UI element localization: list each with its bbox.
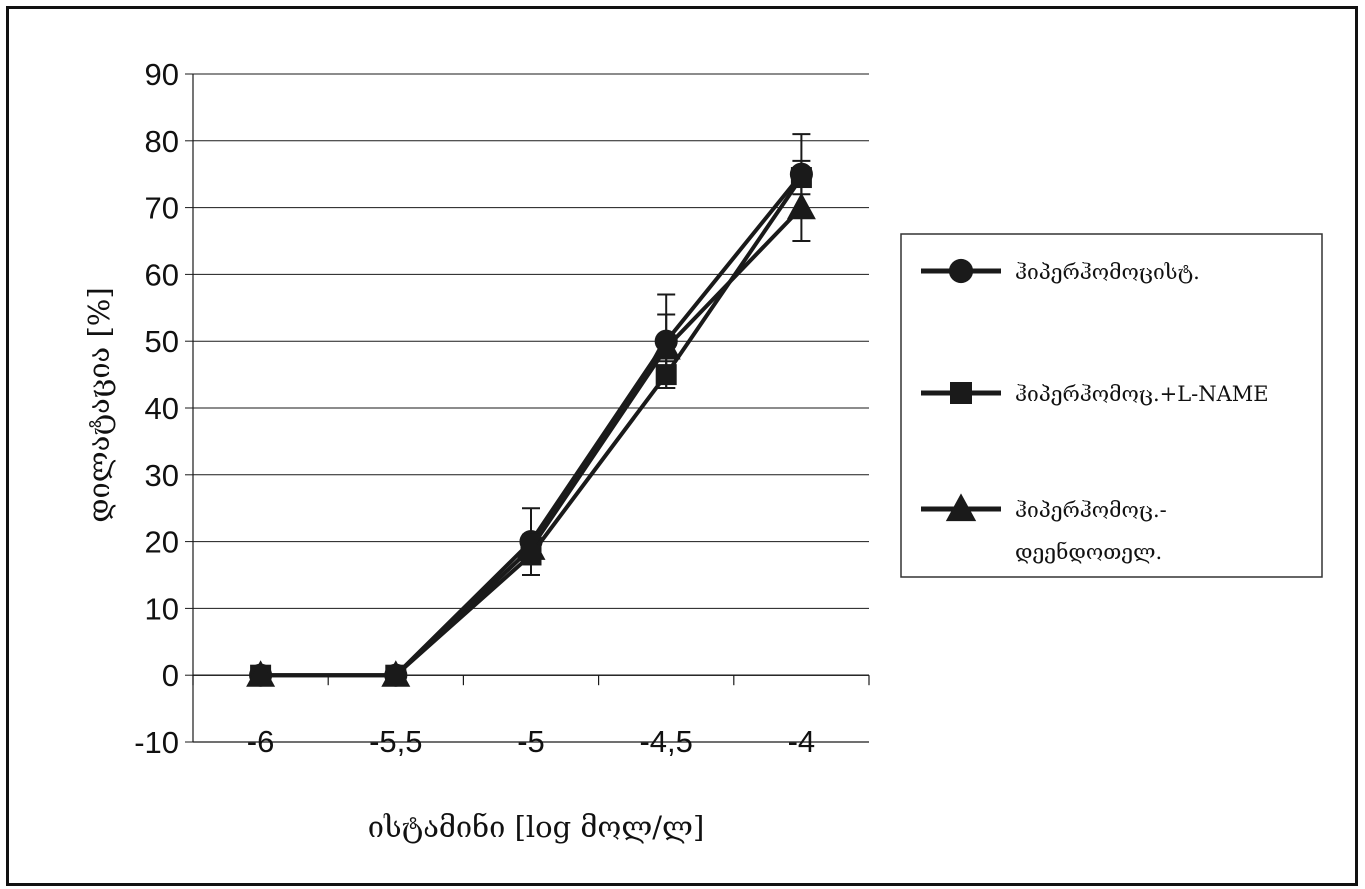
y-tick-label: 80 [145, 124, 179, 159]
y-tick-label: 10 [145, 591, 179, 626]
series-line [260, 176, 804, 678]
series-line [260, 206, 803, 678]
x-tick-label: -5,5 [369, 724, 422, 759]
legend-marker-square [950, 382, 972, 404]
y-tick-label: -10 [134, 725, 179, 760]
series-circle [249, 133, 813, 687]
data-point-triangle [516, 533, 546, 560]
line-chart: -10 0 10 20 30 40 50 60 70 80 90 -6 -5,5 -5 -4,5 -4 დილ… [82, 57, 1323, 844]
legend-marker-circle [948, 258, 974, 284]
x-tick-label: -4,5 [639, 724, 692, 759]
x-tick-label: -6 [247, 724, 275, 759]
data-point-triangle [651, 332, 681, 360]
y-tick-label: 60 [145, 257, 179, 292]
y-tick-label: 40 [145, 391, 179, 426]
legend-label: ჰიპერჰომოც.+L-NAME [1015, 382, 1269, 406]
legend-items: ჰიპერჰომოცისტ. ჰიპერჰომოც.+L-NAME ჰიპერჰომ… [921, 258, 1269, 564]
series-triangle [246, 173, 816, 687]
data-point-triangle [786, 192, 816, 220]
y-tick-label: 90 [145, 57, 179, 92]
x-tick-label: -4 [788, 724, 816, 759]
legend-label: ჰიპერჰომოც.- [1015, 498, 1167, 522]
y-axis-title: დილატაცია [%] [82, 287, 116, 522]
axes: -10 0 10 20 30 40 50 60 70 80 90 -6 -5,5 -5 -4,5 -4 [134, 57, 870, 760]
grid-lines [193, 73, 869, 676]
x-axis-title: ისტამინი [log მოლ/ლ] [368, 810, 705, 844]
y-tick-label: 20 [145, 525, 179, 560]
legend: ჰიპერჰომოცისტ. ჰიპერჰომოც.+L-NAME ჰიპერჰომ… [900, 233, 1323, 578]
data-point-triangle [246, 660, 276, 687]
legend-label: ჰიპერჰომოცისტ. [1015, 260, 1200, 284]
legend-label: დეენდოთელ. [1015, 540, 1162, 564]
data-point-triangle [381, 660, 411, 687]
series-line [260, 172, 803, 678]
figure-frame: -10 0 10 20 30 40 50 60 70 80 90 -6 -5,5 -5 -4,5 -4 დილ… [6, 6, 1358, 886]
y-tick-label: 30 [145, 458, 179, 493]
series-square [250, 159, 812, 686]
y-tick-label: 50 [145, 324, 179, 359]
y-tick-label: 70 [145, 191, 179, 226]
y-tick-label: 0 [162, 658, 179, 693]
x-tick-label: -5 [517, 724, 545, 759]
series-group [246, 133, 816, 687]
legend-marker-triangle [945, 493, 977, 522]
